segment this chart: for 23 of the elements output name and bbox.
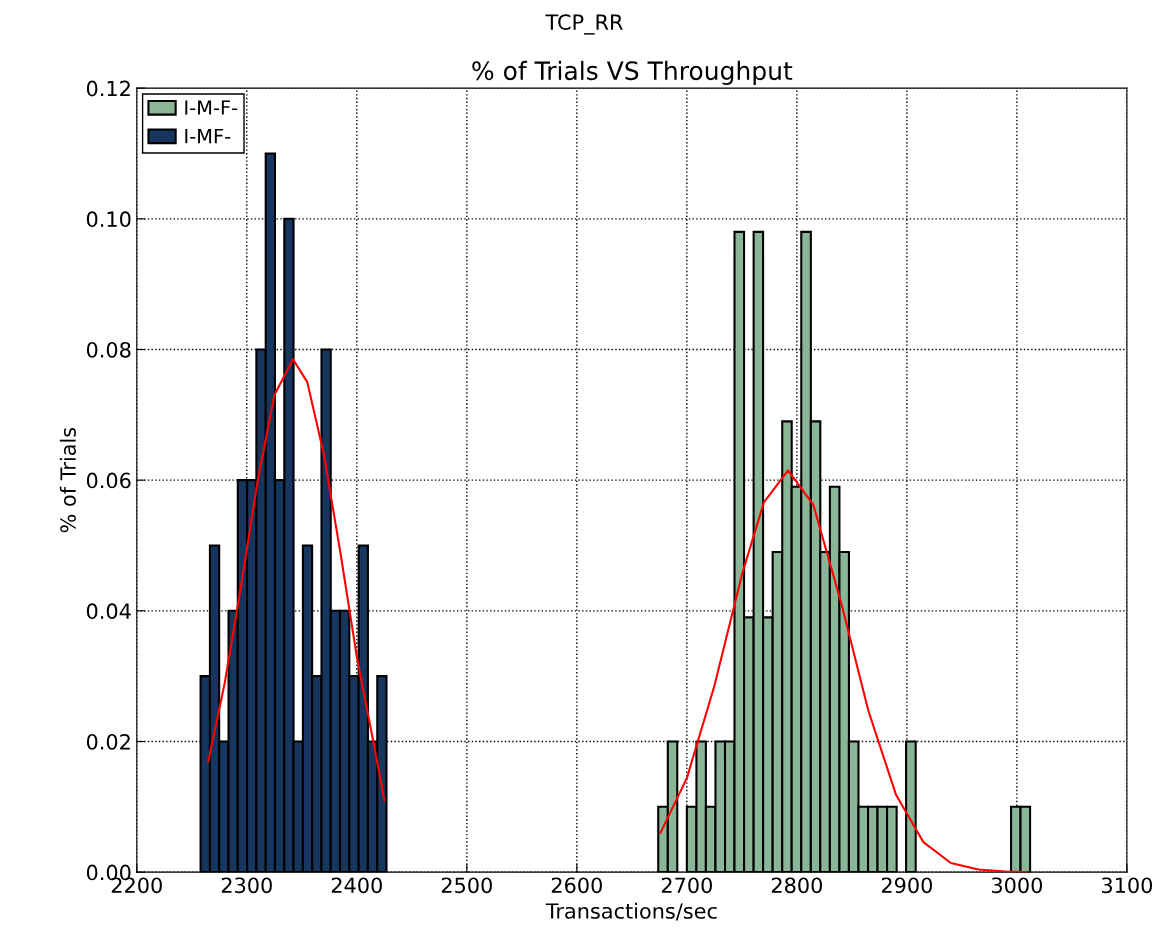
x-axis-title: Transactions/sec	[545, 902, 717, 921]
line-series	[659, 469, 1029, 873]
chart-title: % of Trials VS Throughput	[472, 60, 793, 86]
x-tick-label: 2800	[771, 877, 822, 894]
legend-label: I-M-F-	[185, 100, 238, 115]
x-tick-label: 2500	[441, 877, 492, 894]
y-tick-label: 0.04	[86, 603, 131, 620]
legend-label: I-MF-	[185, 128, 231, 144]
x-tick-label: 3100	[1101, 877, 1153, 894]
y-tick-label: 0.12	[86, 80, 130, 97]
chart-subtitle: TCP_RR	[545, 14, 623, 35]
y-tick-label: 0.06	[86, 472, 131, 489]
x-tick-label: 2400	[331, 877, 382, 894]
y-tick-label: 0.10	[86, 211, 131, 228]
y-tick-label: 0.02	[86, 733, 130, 750]
y-tick-label: 0.08	[86, 341, 131, 358]
x-tick-label: 2300	[221, 877, 272, 894]
x-tick-label: 3000	[991, 877, 1043, 894]
x-tick-label: 2900	[881, 877, 933, 894]
x-tick-label: 2700	[661, 877, 712, 894]
x-tick-label: 2600	[551, 877, 602, 894]
y-axis-title: % of Trials	[59, 427, 76, 533]
line-series	[207, 358, 386, 802]
